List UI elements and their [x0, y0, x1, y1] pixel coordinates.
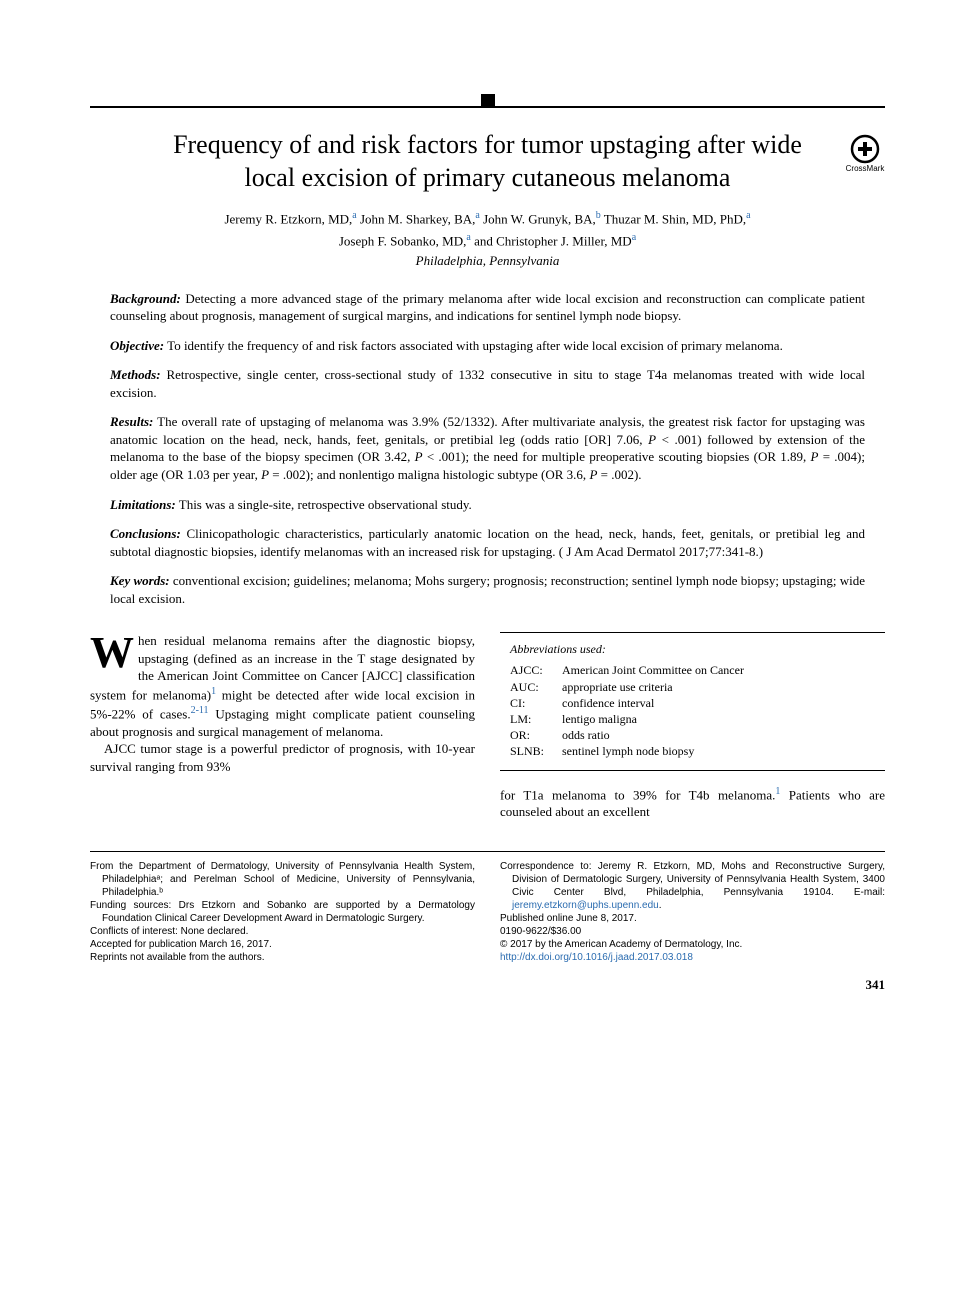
abbrev-row: SLNB:sentinel lymph node biopsy	[510, 743, 875, 759]
header-ornament	[90, 100, 885, 114]
footnote-link[interactable]: http://dx.doi.org/10.1016/j.jaad.2017.03…	[500, 952, 693, 963]
footnote-line: Published online June 8, 2017.	[500, 912, 885, 925]
footnote-line: Correspondence to: Jeremy R. Etzkorn, MD…	[500, 860, 885, 912]
abstract-background-text: Detecting a more advanced stage of the p…	[110, 291, 865, 324]
abstract-keywords-label: Key words:	[110, 573, 170, 588]
footnotes-right: Correspondence to: Jeremy R. Etzkorn, MD…	[500, 860, 885, 964]
abstract-methods-text: Retrospective, single center, cross-sect…	[110, 367, 865, 400]
body-column-right: Abbreviations used: AJCC:American Joint …	[500, 632, 885, 821]
abstract-results-text: The overall rate of upstaging of melanom…	[110, 414, 865, 482]
body-col2-para: for T1a melanoma to 39% for T4b melanoma…	[500, 785, 885, 821]
abstract-block: Background: Detecting a more advanced st…	[90, 290, 885, 608]
article-title: Frequency of and risk factors for tumor …	[90, 129, 885, 194]
footnote-line: Funding sources: Drs Etzkorn and Sobanko…	[90, 899, 475, 925]
body-para-1: When residual melanoma remains after the…	[90, 632, 475, 740]
abstract-results: Results: The overall rate of upstaging o…	[110, 413, 865, 483]
body-para-2: AJCC tumor stage is a powerful predictor…	[90, 740, 475, 775]
abbrev-key: SLNB:	[510, 743, 562, 759]
crossmark-icon	[850, 134, 880, 164]
abstract-conclusions-text: Clinicopathologic characteristics, parti…	[110, 526, 865, 559]
abstract-methods-label: Methods:	[110, 367, 161, 382]
ornament-line-left	[90, 106, 481, 108]
title-wrap: Frequency of and risk factors for tumor …	[90, 129, 885, 194]
abbrev-key: AJCC:	[510, 662, 562, 678]
abbrev-row: AJCC:American Joint Committee on Cancer	[510, 662, 875, 678]
ornament-square	[481, 94, 495, 108]
authors-line-1: Jeremy R. Etzkorn, MD,a John M. Sharkey,…	[90, 209, 885, 229]
abbrev-rows: AJCC:American Joint Committee on CancerA…	[510, 662, 875, 759]
dropcap: W	[90, 632, 138, 671]
abbreviations-box: Abbreviations used: AJCC:American Joint …	[500, 632, 885, 770]
abbrev-key: OR:	[510, 727, 562, 743]
abstract-limitations-text: This was a single-site, retrospective ob…	[176, 497, 472, 512]
abbrev-value: appropriate use criteria	[562, 679, 673, 695]
body-column-left: When residual melanoma remains after the…	[90, 632, 475, 821]
footnotes: From the Department of Dermatology, Univ…	[90, 851, 885, 964]
abbrev-value: sentinel lymph node biopsy	[562, 743, 694, 759]
footnote-link[interactable]: jeremy.etzkorn@uphs.upenn.edu	[512, 900, 659, 911]
abbrev-value: lentigo maligna	[562, 711, 637, 727]
authors-line-2: Joseph F. Sobanko, MD,a and Christopher …	[90, 231, 885, 251]
footnote-line: Conflicts of interest: None declared.	[90, 925, 475, 938]
abbrev-value: odds ratio	[562, 727, 610, 743]
footnote-line: 0190-9622/$36.00	[500, 925, 885, 938]
body-columns: When residual melanoma remains after the…	[90, 632, 885, 821]
abbrev-key: CI:	[510, 695, 562, 711]
abstract-results-label: Results:	[110, 414, 153, 429]
abstract-objective-text: To identify the frequency of and risk fa…	[164, 338, 783, 353]
abstract-keywords-text: conventional excision; guidelines; melan…	[110, 573, 865, 606]
ref-link-2[interactable]: 2-11	[191, 705, 209, 716]
footnote-text: Published online June 8, 2017.	[500, 913, 637, 924]
abbrev-key: AUC:	[510, 679, 562, 695]
abstract-limitations-label: Limitations:	[110, 497, 176, 512]
footnote-line: Accepted for publication March 16, 2017.	[90, 938, 475, 951]
author-location: Philadelphia, Pennsylvania	[90, 252, 885, 270]
footnote-line: From the Department of Dermatology, Univ…	[90, 860, 475, 899]
abstract-methods: Methods: Retrospective, single center, c…	[110, 366, 865, 401]
footnotes-left: From the Department of Dermatology, Univ…	[90, 860, 475, 964]
footnote-text: Correspondence to: Jeremy R. Etzkorn, MD…	[500, 861, 885, 898]
footnote-line: http://dx.doi.org/10.1016/j.jaad.2017.03…	[500, 951, 885, 964]
abbrev-row: OR:odds ratio	[510, 727, 875, 743]
body-col2-a: for T1a melanoma to 39% for T4b melanoma…	[500, 787, 775, 802]
footnote-text: 0190-9622/$36.00	[500, 926, 581, 937]
footnote-text: © 2017 by the American Academy of Dermat…	[500, 939, 742, 950]
crossmark-label: CrossMark	[845, 164, 885, 175]
abstract-limitations: Limitations: This was a single-site, ret…	[110, 496, 865, 514]
abbrev-value: American Joint Committee on Cancer	[562, 662, 744, 678]
page-number: 341	[90, 976, 885, 994]
footnote-suffix: .	[659, 900, 662, 911]
abbreviations-title: Abbreviations used:	[510, 641, 875, 657]
abbrev-row: CI:confidence interval	[510, 695, 875, 711]
footnote-line: © 2017 by the American Academy of Dermat…	[500, 938, 885, 951]
abbrev-value: confidence interval	[562, 695, 654, 711]
abstract-keywords: Key words: conventional excision; guidel…	[110, 572, 865, 607]
abstract-objective-label: Objective:	[110, 338, 164, 353]
crossmark-badge[interactable]: CrossMark	[845, 134, 885, 175]
ornament-line-right	[495, 106, 886, 108]
abstract-background: Background: Detecting a more advanced st…	[110, 290, 865, 325]
abbrev-row: LM:lentigo maligna	[510, 711, 875, 727]
abbrev-row: AUC:appropriate use criteria	[510, 679, 875, 695]
abstract-objective: Objective: To identify the frequency of …	[110, 337, 865, 355]
abstract-background-label: Background:	[110, 291, 181, 306]
abbrev-key: LM:	[510, 711, 562, 727]
footnote-line: Reprints not available from the authors.	[90, 951, 475, 964]
abstract-conclusions: Conclusions: Clinicopathologic character…	[110, 525, 865, 560]
abstract-conclusions-label: Conclusions:	[110, 526, 181, 541]
